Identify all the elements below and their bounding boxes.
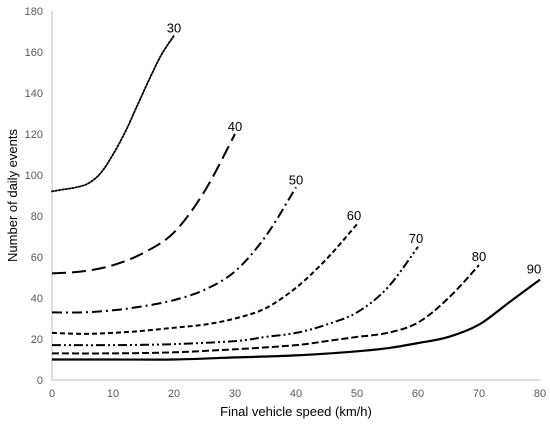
series-layer <box>51 34 541 361</box>
x-tick-label: 40 <box>290 388 302 400</box>
y-tick-label: 0 <box>37 375 43 387</box>
y-tick-label: 40 <box>31 293 43 305</box>
x-tick-label: 70 <box>473 388 485 400</box>
axes: 0 10 20 30 40 50 60 70 80 0 20 40 60 80 100 120 140 160 18… <box>25 6 546 400</box>
x-tick-label: 50 <box>351 388 363 400</box>
y-tick-label: 180 <box>25 6 43 18</box>
series-label-80: 80 <box>472 249 486 264</box>
y-tick-label: 60 <box>31 252 43 264</box>
series-label-90: 90 <box>527 262 541 277</box>
series-line-50 <box>51 186 297 314</box>
y-tick-label: 20 <box>31 334 43 346</box>
y-tick-label: 120 <box>25 129 43 141</box>
y-tick-label: 100 <box>25 170 43 182</box>
y-tick-label: 140 <box>25 88 43 100</box>
series-label-30: 30 <box>167 21 181 36</box>
series-line-60 <box>51 223 358 335</box>
series-line-30 <box>51 34 175 193</box>
series-label-70: 70 <box>409 231 423 246</box>
x-tick-label: 20 <box>168 388 180 400</box>
y-axis-title: Number of daily events <box>5 129 20 262</box>
series-line-80 <box>51 264 480 355</box>
series-line-40 <box>51 133 236 275</box>
y-tick-label: 160 <box>25 47 43 59</box>
series-label-50: 50 <box>289 172 303 187</box>
series-labels: 30 40 50 60 70 80 90 <box>167 21 541 277</box>
series-label-40: 40 <box>228 119 242 134</box>
x-axis-title: Final vehicle speed (km/h) <box>220 404 372 419</box>
x-tick-label: 10 <box>107 388 119 400</box>
series-line-70 <box>51 246 419 347</box>
series-label-60: 60 <box>347 208 361 223</box>
x-tick-label: 80 <box>534 388 546 400</box>
x-tick-label: 0 <box>49 388 55 400</box>
series-line-90 <box>51 278 541 361</box>
x-tick-label: 60 <box>412 388 424 400</box>
y-tick-label: 80 <box>31 211 43 223</box>
x-tick-label: 30 <box>229 388 241 400</box>
